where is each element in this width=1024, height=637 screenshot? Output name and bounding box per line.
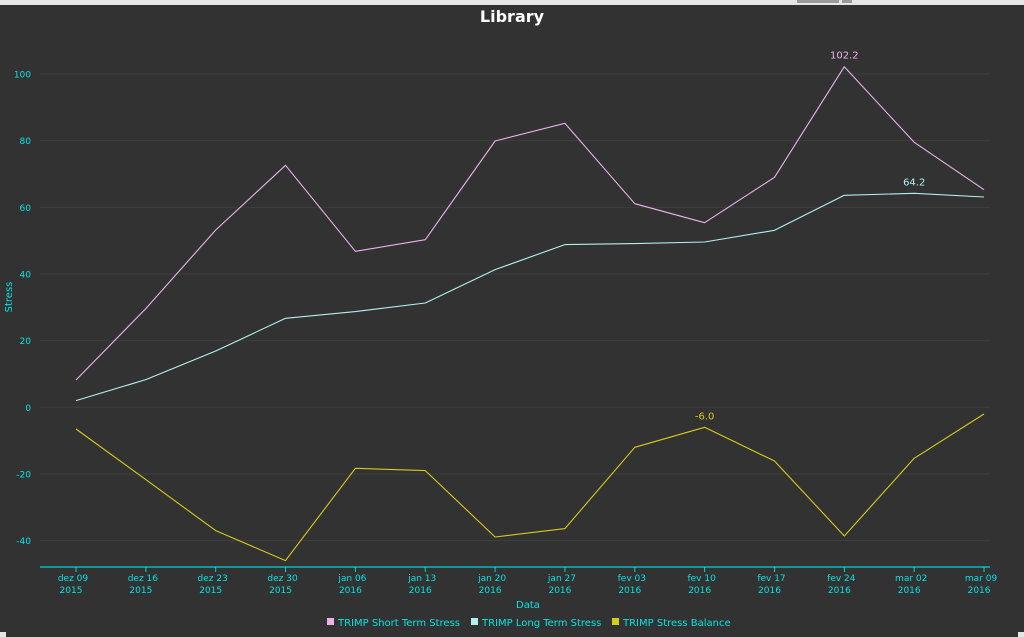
x-tick-year: 2016 [758, 586, 781, 596]
legend-label: TRIMP Long Term Stress [481, 618, 601, 629]
x-tick-year: 2015 [199, 586, 222, 596]
y-tick-label: 60 [20, 204, 32, 214]
legend-label: TRIMP Short Term Stress [337, 618, 460, 629]
data-annotation: -6.0 [695, 411, 715, 422]
resize-handle-left[interactable] [0, 632, 6, 637]
data-annotations: 102.2 64.2 -6.0 [695, 51, 925, 423]
legend-swatch [327, 618, 334, 625]
y-tick-label: -40 [16, 537, 31, 547]
x-tick-label: fev 10 [687, 574, 716, 584]
y-tick-label: 80 [20, 137, 32, 147]
x-axis-ticks: dez 09 2015 dez 16 2015 dez 23 2015 dez 30 2015… [58, 567, 998, 596]
x-tick-label: dez 09 [58, 574, 89, 584]
x-tick-label: mar 09 [965, 574, 998, 584]
legend-swatch [612, 618, 619, 625]
x-tick-label: fev 24 [827, 574, 856, 584]
window-control[interactable] [797, 0, 839, 3]
x-tick-label: fev 17 [757, 574, 785, 584]
x-tick-year: 2016 [968, 586, 991, 596]
legend-swatch [471, 618, 478, 625]
x-tick-year: 2016 [618, 586, 641, 596]
legend: TRIMP Short Term Stress TRIMP Long Term S… [327, 618, 731, 629]
x-tick-label: mar 02 [895, 574, 927, 584]
x-tick-label: dez 16 [128, 574, 159, 584]
x-tick-label: jan 20 [477, 574, 506, 584]
chart-title: Library [480, 7, 545, 26]
x-tick-label: dez 23 [198, 574, 228, 584]
series-line-1 [75, 192, 985, 402]
y-tick-label: 20 [20, 337, 32, 347]
x-tick-label: dez 30 [267, 574, 298, 584]
series-line-2 [75, 413, 985, 562]
y-axis-label: Stress [4, 282, 15, 313]
x-tick-year: 2016 [828, 586, 851, 596]
x-axis-label: Data [516, 600, 540, 611]
window-top-strip [0, 0, 1024, 5]
legend-item[interactable]: TRIMP Stress Balance [612, 618, 731, 629]
x-tick-label: jan 13 [407, 574, 436, 584]
y-tick-label: 100 [14, 71, 31, 81]
x-tick-year: 2016 [898, 586, 921, 596]
x-tick-label: jan 27 [547, 574, 576, 584]
y-axis-ticks: 100 80 60 40 20 0 -20 -40 [14, 71, 31, 548]
x-tick-year: 2016 [688, 586, 711, 596]
x-tick-year: 2015 [60, 586, 83, 596]
legend-item[interactable]: TRIMP Short Term Stress [327, 618, 460, 629]
x-tick-year: 2015 [269, 586, 292, 596]
y-tick-label: -20 [16, 470, 31, 480]
x-tick-year: 2016 [548, 586, 571, 596]
data-annotation: 102.2 [830, 51, 859, 62]
grid-lines [40, 73, 990, 542]
y-tick-label: 0 [25, 404, 31, 414]
x-tick-year: 2016 [409, 586, 432, 596]
y-tick-label: 40 [20, 270, 32, 280]
series-lines [75, 66, 985, 562]
x-tick-year: 2015 [129, 586, 152, 596]
x-tick-label: jan 06 [337, 574, 366, 584]
legend-label: TRIMP Stress Balance [622, 618, 731, 629]
legend-item[interactable]: TRIMP Long Term Stress [471, 618, 601, 629]
x-tick-year: 2016 [339, 586, 362, 596]
series-line-0 [75, 66, 985, 381]
window-control[interactable] [842, 0, 852, 3]
data-annotation: 64.2 [903, 177, 925, 188]
x-tick-year: 2016 [479, 586, 502, 596]
x-tick-label: fev 03 [618, 574, 646, 584]
resize-handle-right[interactable] [1018, 632, 1024, 637]
